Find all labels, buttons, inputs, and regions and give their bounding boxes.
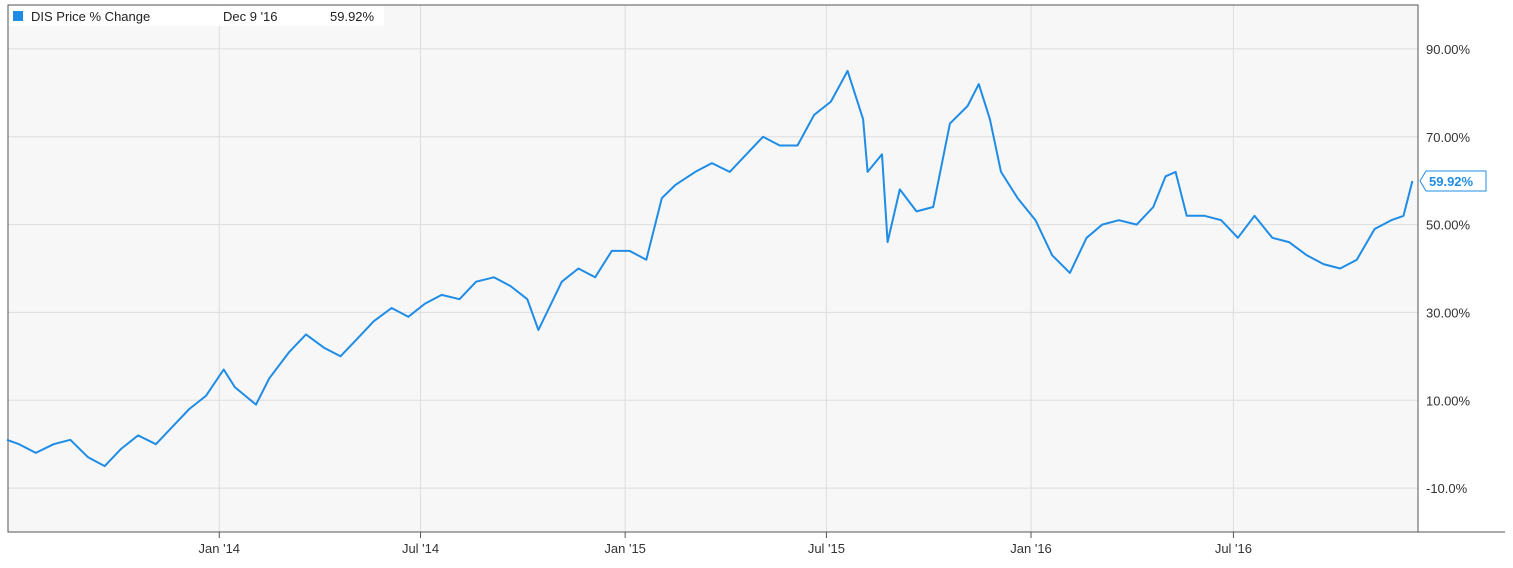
x-tick-label: Jul '15 [808,541,845,556]
plot-background [8,5,1418,532]
y-tick-label: 50.00% [1426,218,1471,233]
horizontal-gridlines [8,48,1418,489]
legend-value: 59.92% [330,9,375,24]
legend: DIS Price % Change Dec 9 '16 59.92% [9,6,384,26]
last-value-label: 59.92% [1429,174,1474,189]
series-line-dis [6,69,1414,468]
legend-date: Dec 9 '16 [223,9,278,24]
legend-background [9,6,384,26]
last-value-box [1419,170,1487,192]
y-tick-label: -10.0% [1426,481,1468,496]
y-axis-tick-labels: -10.0% 10.00% 30.00% 50.00% 70.00% 90.00% [1426,42,1471,496]
x-tick-label: Jan '14 [199,541,241,556]
x-tick-label: Jan '15 [604,541,646,556]
x-tick-label: Jul '16 [1215,541,1252,556]
y-tick-label: 70.00% [1426,130,1471,145]
y-tick-label: 30.00% [1426,305,1471,320]
legend-swatch [13,11,23,21]
vertical-gridlines [218,5,1234,538]
y-tick-label: 90.00% [1426,42,1471,57]
x-axis-tick-labels: Jan '14 Jul '14 Jan '15 Jul '15 Jan '16 Jul '… [199,541,1252,556]
x-tick-label: Jul '14 [402,541,439,556]
x-tick-label: Jan '16 [1010,541,1052,556]
legend-series-label: DIS Price % Change [31,9,150,24]
last-value-badge: 59.92% [1419,170,1487,192]
y-tick-label: 10.00% [1426,393,1471,408]
